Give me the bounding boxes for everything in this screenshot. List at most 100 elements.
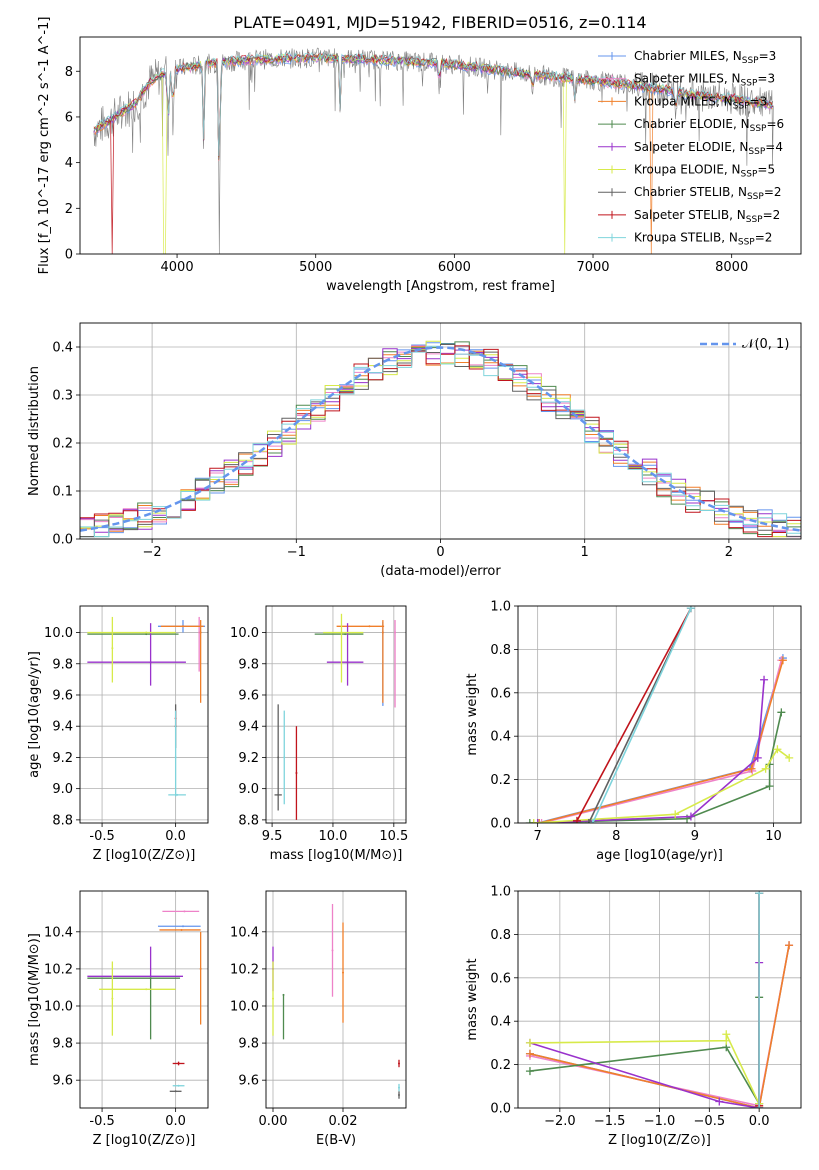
weight-marker [765, 782, 774, 791]
weight-marker [525, 1067, 534, 1076]
chart-residuals: −2 −1 0 1 2 0.0 0.1 0.2 0.3 0.4 (data-model)/error… [27, 322, 802, 579]
x-tick-label: 8000 [715, 260, 748, 275]
x-tick-label: -0.5 [89, 1114, 114, 1129]
y-tick-label: 0.2 [490, 1058, 511, 1073]
weight-marker [584, 819, 593, 823]
y-tick-label: 9.6 [52, 688, 73, 703]
y-tick-label: 9.2 [238, 751, 259, 766]
x-tick-label: 2 [725, 545, 733, 560]
legend-label: Kroupa STELIB, NSSP=2 [634, 231, 772, 248]
data-point [198, 631, 201, 634]
data-point [111, 647, 114, 650]
weight-marker [525, 1049, 534, 1058]
x-tick-label: 10 [765, 829, 782, 844]
x-axis-label: mass [log10(M/M⊙)] [270, 848, 403, 863]
y-axis-label: age [log10(age/yr)] [27, 651, 42, 778]
y-tick-label: 4 [65, 156, 73, 171]
data-point [145, 633, 148, 636]
y-tick-label: 10.4 [44, 925, 73, 940]
y-tick-label: 0.3 [52, 389, 73, 404]
normal-curve [80, 346, 801, 532]
weight-marker [778, 656, 787, 665]
y-tick-label: 10.2 [44, 962, 73, 977]
x-tick-label: 5000 [299, 260, 332, 275]
y-tick-label: 2 [65, 202, 73, 217]
chart-age-vs-mass: 9.5 10.0 10.5 8.8 9.0 9.2 9.4 9.6 9.8 10.0 mass [l… [230, 605, 408, 863]
y-tick-label: 0.0 [52, 533, 73, 548]
x-axis-label: age [log10(age/yr)] [596, 848, 723, 863]
x-tick-label: 0 [436, 545, 444, 560]
x-tick-label: −1.5 [594, 1114, 626, 1129]
x-tick-label: −2 [143, 545, 162, 560]
weight-line-8 [591, 607, 692, 823]
x-tick-label: 9 [691, 829, 699, 844]
plot-area [525, 606, 794, 823]
weight-marker [753, 753, 762, 762]
y-tick-label: 10.0 [44, 626, 73, 641]
y-axis-label: Flux [f_λ 10^-17 erg cm^-2 s^-1 A^-1] [37, 17, 52, 275]
legend-label: Salpeter STELIB, NSSP=2 [634, 208, 780, 225]
y-tick-label: 10.0 [230, 999, 259, 1014]
legend-label: Salpeter ELODIE, NSSP=4 [634, 140, 783, 157]
model-spectrum-8 [93, 51, 773, 157]
data-point [149, 975, 152, 978]
y-tick-label: 10.0 [44, 999, 73, 1014]
data-point [340, 631, 343, 634]
data-point [177, 1084, 180, 1087]
y-tick-label: 9.0 [238, 782, 259, 797]
y-tick-label: 0.0 [490, 817, 511, 832]
y-tick-label: 0.8 [490, 643, 511, 658]
weight-marker [529, 819, 538, 823]
data-point [398, 1086, 400, 1089]
y-tick-label: 10.0 [230, 626, 259, 641]
data-point [145, 988, 148, 991]
y-tick-label: 0.4 [52, 341, 73, 356]
data-point [394, 631, 397, 634]
x-tick-label: 7000 [576, 260, 609, 275]
y-axis-label: mass weight [465, 958, 480, 1040]
histogram-series-8 [80, 345, 801, 538]
y-tick-label: 9.8 [238, 657, 259, 672]
x-tick-label: -0.5 [89, 829, 114, 844]
legend-label: Kroupa ELODIE, NSSP=5 [634, 163, 775, 180]
x-tick-label: −1.0 [644, 1114, 676, 1129]
data-point [381, 631, 384, 634]
data-point [181, 625, 184, 628]
x-axis-label: Z [log10(Z/Z⊙)] [93, 848, 196, 863]
y-tick-label: 0.6 [490, 971, 511, 986]
weight-marker [785, 753, 794, 762]
x-axis-label: E(B-V) [316, 1133, 356, 1148]
plot-area [80, 340, 801, 538]
data-point [111, 997, 114, 1000]
x-tick-label: 1 [581, 545, 589, 560]
weight-marker [761, 764, 770, 773]
data-point [398, 1062, 400, 1065]
x-axis-label: (data-model)/error [380, 564, 501, 579]
x-tick-label: 0.0 [165, 1114, 186, 1129]
y-tick-label: 6 [65, 110, 73, 125]
weight-marker [525, 1038, 534, 1047]
x-tick-label: 10.0 [318, 829, 347, 844]
legend: Chabrier MILES, NSSP=3 Salpeter MILES, NS… [598, 49, 784, 248]
data-point [295, 772, 298, 775]
y-tick-label: 1.0 [490, 885, 511, 900]
weight-marker [755, 1104, 764, 1108]
x-tick-label: 9.5 [262, 829, 283, 844]
chart-age-vs-z: -0.5 0.0 8.8 9.0 9.2 9.4 9.6 9.8 10.0 Z [log10(Z/… [27, 605, 209, 863]
legend-label: Chabrier MILES, NSSP=3 [634, 49, 776, 66]
x-tick-label: 0.0 [165, 829, 186, 844]
y-tick-label: 0.1 [52, 485, 73, 500]
weight-marker [773, 745, 782, 754]
weight-marker [671, 810, 680, 819]
y-tick-label: 9.8 [52, 657, 73, 672]
x-tick-label: 4000 [161, 260, 194, 275]
x-tick-label: 6000 [438, 260, 471, 275]
x-tick-label: −2.0 [544, 1114, 576, 1129]
weight-marker [777, 708, 786, 717]
data-point [149, 661, 152, 664]
chart-mass-vs-ebv: 0.00 0.02 9.6 9.8 10.0 10.2 10.4 E(B-V) [230, 890, 407, 1148]
chart-mass-weight-vs-z: −2.0 −1.5 −1.0 −0.5 0.0 0.0 0.2 0.4 0.6 0.8 1.0 Z [… [465, 885, 802, 1148]
weight-line-2 [529, 945, 790, 1108]
chart-mass-vs-z: -0.5 0.0 9.6 9.8 10.0 10.2 10.4 Z [log10(Z/Z⊙)]… [27, 890, 209, 1148]
